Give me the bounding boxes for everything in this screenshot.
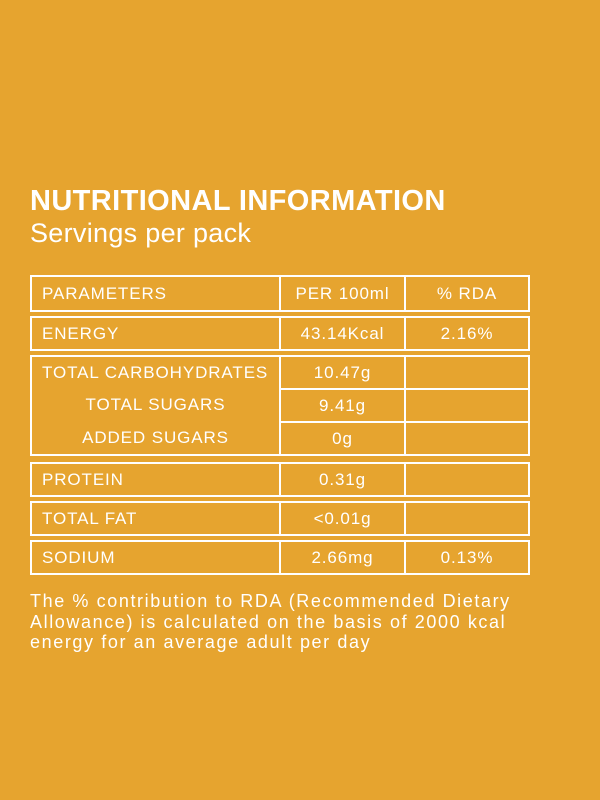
row-label-sodium: SODIUM (42, 548, 116, 567)
table-row-sodium: SODIUM 2.66mg 0.13% (30, 540, 530, 575)
sodium-per-100ml-value: 2.66mg (279, 542, 404, 573)
row-label-added-sugars: ADDED SUGARS (82, 428, 229, 447)
energy-per-100ml-value: 43.14Kcal (279, 318, 404, 349)
rda-footnote-line-3: energy for an average adult per day (30, 632, 372, 652)
total-carbohydrates-rda-value (404, 357, 528, 388)
page-subtitle: Servings per pack (30, 218, 252, 248)
rda-footnote-line-2: Allowance) is calculated on the basis of… (30, 611, 507, 632)
table-row-energy: ENERGY 43.14Kcal 2.16% (30, 316, 530, 351)
column-header-rda: % RDA (404, 277, 528, 310)
table-row-protein: PROTEIN 0.31g (30, 462, 530, 497)
energy-rda-value: 2.16% (404, 318, 528, 349)
row-label-energy: ENERGY (42, 324, 120, 343)
sodium-rda-value: 0.13% (404, 542, 528, 573)
table-header-row: PARAMETERS PER 100ml % RDA (30, 275, 530, 312)
total-carbohydrates-per-100ml-value: 10.47g (279, 357, 404, 388)
nutrition-table: PARAMETERS PER 100ml % RDA ENERGY 43.14K… (30, 275, 530, 575)
table-row-carbohydrates-group: TOTAL CARBOHYDRATES 10.47g TOTAL SUGARS … (30, 355, 530, 456)
total-fat-per-100ml-value: <0.01g (279, 503, 404, 534)
added-sugars-rda-value (404, 421, 528, 454)
row-label-total-sugars: TOTAL SUGARS (85, 395, 226, 414)
rda-footnote: The % contribution to RDA (Recommended D… (30, 591, 570, 653)
column-header-per-100ml: PER 100ml (279, 277, 404, 310)
page-title: NUTRITIONAL INFORMATION (30, 185, 446, 217)
rda-footnote-line-1: The % contribution to RDA (Recommended D… (30, 591, 511, 611)
total-sugars-rda-value (404, 388, 528, 421)
total-fat-rda-value (404, 503, 528, 534)
column-header-parameters: PARAMETERS (42, 284, 167, 303)
total-sugars-per-100ml-value: 9.41g (279, 388, 404, 421)
protein-per-100ml-value: 0.31g (279, 464, 404, 495)
row-label-total-carbohydrates: TOTAL CARBOHYDRATES (42, 363, 269, 382)
protein-rda-value (404, 464, 528, 495)
label-content: NUTRITIONAL INFORMATION Servings per pac… (30, 185, 570, 653)
row-label-protein: PROTEIN (42, 470, 124, 489)
table-row-total-fat: TOTAL FAT <0.01g (30, 501, 530, 536)
row-label-total-fat: TOTAL FAT (42, 509, 138, 528)
added-sugars-per-100ml-value: 0g (279, 421, 404, 454)
